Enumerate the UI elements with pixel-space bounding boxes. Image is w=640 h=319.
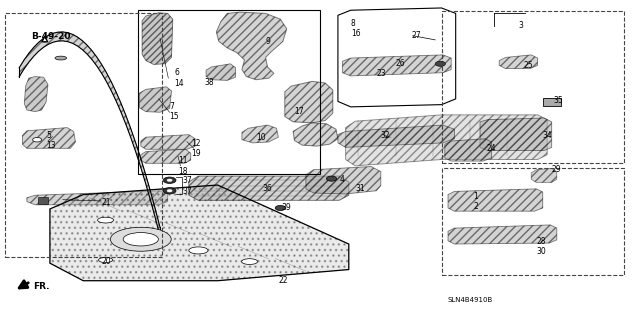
Polygon shape [448, 189, 543, 211]
Polygon shape [50, 185, 349, 281]
Text: B-49-20: B-49-20 [31, 32, 70, 41]
Circle shape [275, 205, 285, 211]
Polygon shape [141, 135, 195, 149]
Text: 35: 35 [554, 96, 563, 105]
Text: 22: 22 [278, 276, 288, 285]
Polygon shape [285, 81, 333, 123]
Polygon shape [141, 149, 191, 163]
Circle shape [167, 189, 172, 192]
Circle shape [163, 188, 176, 194]
Text: FR.: FR. [33, 282, 50, 291]
Text: 28
30: 28 30 [536, 237, 546, 256]
Text: 36: 36 [262, 184, 272, 193]
Polygon shape [19, 32, 160, 236]
Polygon shape [338, 125, 454, 147]
Polygon shape [22, 128, 76, 148]
Polygon shape [206, 64, 236, 80]
Ellipse shape [99, 257, 113, 263]
Text: 25: 25 [524, 61, 533, 70]
Circle shape [326, 176, 337, 181]
Text: 4: 4 [339, 175, 344, 184]
Circle shape [163, 177, 176, 183]
Text: 6
14: 6 14 [174, 69, 184, 88]
Text: 39: 39 [282, 204, 291, 212]
Text: 29: 29 [552, 165, 561, 174]
Polygon shape [142, 13, 173, 64]
Text: 32: 32 [381, 131, 390, 140]
Circle shape [33, 137, 42, 142]
Polygon shape [306, 167, 381, 194]
Text: 12
19: 12 19 [191, 139, 200, 158]
Polygon shape [216, 12, 287, 80]
Polygon shape [445, 139, 492, 161]
Bar [543, 98, 561, 106]
Polygon shape [499, 55, 538, 69]
Ellipse shape [189, 247, 208, 254]
Polygon shape [24, 77, 48, 112]
Circle shape [435, 61, 445, 66]
Text: 11
18: 11 18 [178, 156, 188, 175]
Ellipse shape [55, 56, 67, 60]
Text: 8
16: 8 16 [351, 19, 360, 38]
Text: 7
15: 7 15 [170, 102, 179, 121]
Polygon shape [342, 55, 451, 76]
Polygon shape [531, 168, 557, 182]
Polygon shape [480, 118, 552, 151]
Text: 38: 38 [205, 78, 214, 87]
Text: 27: 27 [412, 31, 421, 40]
Circle shape [167, 179, 172, 182]
Text: 37: 37 [182, 176, 192, 185]
Polygon shape [189, 176, 349, 200]
Ellipse shape [98, 217, 114, 223]
Text: 5
13: 5 13 [46, 131, 56, 150]
Text: 10: 10 [256, 133, 266, 142]
Text: SLN4B4910B: SLN4B4910B [448, 298, 493, 303]
Bar [38, 197, 48, 204]
Ellipse shape [111, 227, 172, 251]
Text: 31: 31 [355, 184, 365, 193]
Ellipse shape [124, 233, 159, 246]
Text: 24: 24 [486, 144, 496, 153]
Polygon shape [27, 191, 168, 205]
Polygon shape [346, 115, 547, 166]
Ellipse shape [242, 259, 258, 264]
Text: 26: 26 [396, 59, 405, 68]
Polygon shape [242, 125, 278, 143]
Text: 23: 23 [376, 69, 386, 78]
Text: 17: 17 [294, 107, 304, 116]
Text: 1
2: 1 2 [474, 192, 478, 211]
Text: 37: 37 [182, 187, 192, 196]
Text: 9: 9 [266, 37, 271, 46]
Polygon shape [293, 123, 338, 146]
Text: 21: 21 [101, 198, 111, 207]
Text: 3: 3 [518, 21, 524, 30]
Text: 34: 34 [543, 131, 552, 140]
Text: 20: 20 [101, 257, 111, 266]
Polygon shape [448, 225, 557, 244]
Polygon shape [140, 87, 172, 112]
